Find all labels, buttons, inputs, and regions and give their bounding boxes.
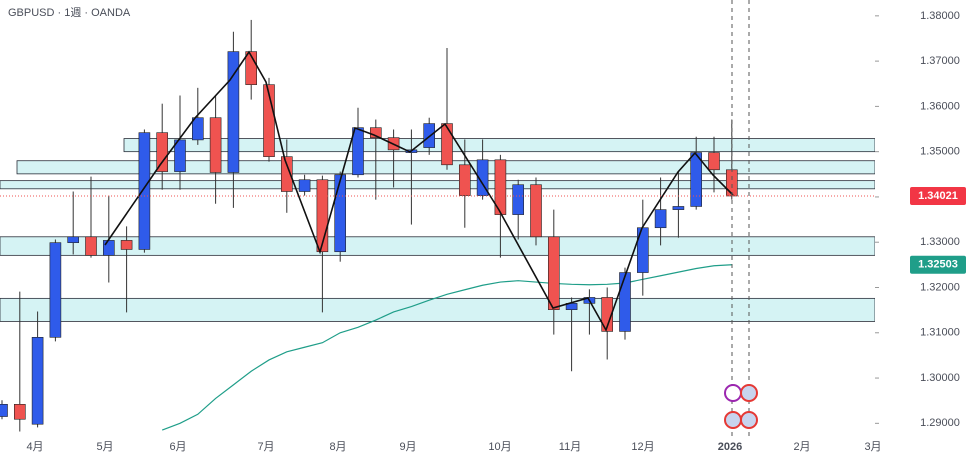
candle-body <box>458 164 471 196</box>
candle-body <box>245 51 257 85</box>
x-tick-label: 2026 <box>718 441 742 453</box>
candle-body <box>441 123 453 166</box>
candle-body <box>31 337 44 425</box>
candle-body <box>156 132 168 172</box>
x-tick-label: 11月 <box>559 441 581 453</box>
event-icon[interactable] <box>740 411 758 429</box>
candle-body <box>708 152 720 171</box>
x-tick-label: 7月 <box>257 441 274 453</box>
y-tick-label: 1.38000 <box>920 10 960 22</box>
x-tick-label: 4月 <box>26 441 43 453</box>
event-icon[interactable] <box>740 384 758 402</box>
ma-label-bg <box>910 255 966 274</box>
candle-body <box>103 240 115 256</box>
candle-body <box>298 179 311 192</box>
price-axis <box>875 0 971 461</box>
candle-body <box>423 123 436 148</box>
candle-body <box>654 209 667 229</box>
candle-body <box>174 139 186 172</box>
candle-body <box>601 297 614 332</box>
zigzag-drawing <box>104 50 734 332</box>
x-tick-label: 8月 <box>329 441 346 453</box>
candle-body <box>227 51 240 173</box>
candle-body <box>14 404 26 420</box>
zone <box>0 180 876 190</box>
axes: 1.380001.370001.360001.350001.340001.330… <box>0 10 966 453</box>
candle-body <box>85 236 97 256</box>
y-tick-label: 1.35000 <box>920 146 960 158</box>
zone <box>0 297 876 322</box>
chart-title: GBPUSD · 1週 · OANDA <box>8 6 131 19</box>
candle-body <box>619 272 631 332</box>
ma-label: 1.32503 <box>918 259 958 271</box>
x-tick-label: 9月 <box>399 441 416 453</box>
candle-body <box>67 236 79 243</box>
candle-body <box>263 84 275 157</box>
candle-body <box>672 206 685 210</box>
candle-body <box>138 132 151 250</box>
candle-body <box>334 174 347 253</box>
price-label: 1.34021 <box>918 190 958 202</box>
candle-body <box>316 179 329 253</box>
ma-layer <box>161 264 732 431</box>
candle-body <box>494 159 507 215</box>
x-tick-label: 6月 <box>169 441 186 453</box>
price-label-bg <box>910 186 966 205</box>
candle-body <box>352 127 364 176</box>
moving-average <box>161 264 732 431</box>
candle-body <box>120 240 133 250</box>
candle-body <box>476 159 489 196</box>
candle-body <box>369 127 382 138</box>
candle-body <box>192 117 204 141</box>
event-icon[interactable] <box>724 384 742 402</box>
x-tick-label: 5月 <box>96 441 113 453</box>
y-tick-label: 1.29000 <box>920 417 960 429</box>
candle-body <box>209 117 222 173</box>
candle-body <box>547 236 560 310</box>
candle-body <box>49 242 62 338</box>
y-tick-label: 1.36000 <box>920 100 960 112</box>
y-tick-label: 1.32000 <box>920 281 960 293</box>
y-tick-label: 1.31000 <box>920 327 960 339</box>
y-tick-label: 1.37000 <box>920 55 960 67</box>
x-tick-label: 3月 <box>864 441 881 453</box>
event-icon[interactable] <box>724 411 742 429</box>
candle-body <box>690 152 703 207</box>
y-tick-label: 1.33000 <box>920 236 960 248</box>
candles <box>0 19 738 432</box>
candle-body <box>0 404 8 417</box>
x-tick-label: 2月 <box>793 441 810 453</box>
candle-body <box>280 156 293 192</box>
candle-body <box>530 184 542 238</box>
x-tick-label: 10月 <box>488 441 511 453</box>
x-tick-label: 12月 <box>631 441 654 453</box>
y-tick-label: 1.30000 <box>920 372 960 384</box>
candle-body <box>512 184 525 215</box>
